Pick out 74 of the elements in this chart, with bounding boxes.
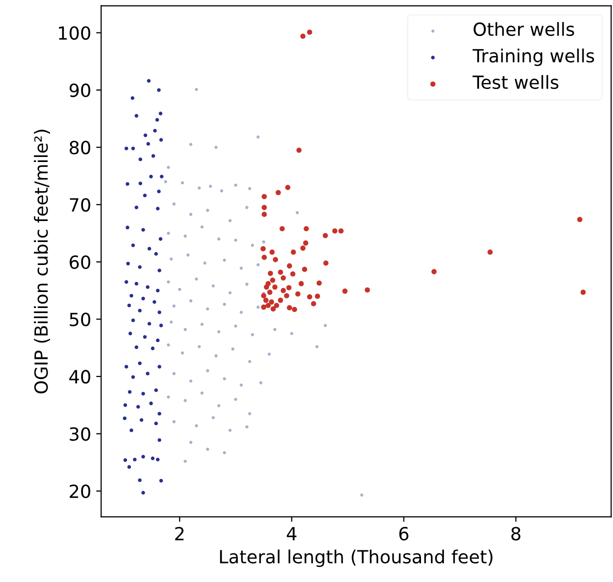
legend-label: Other wells [474, 22, 574, 36]
point [342, 288, 348, 294]
point [263, 298, 269, 303]
point [332, 228, 338, 234]
point [280, 288, 286, 294]
point [270, 278, 276, 283]
point [488, 250, 493, 255]
point [316, 280, 322, 286]
point [278, 298, 284, 303]
point [300, 246, 306, 251]
point [286, 285, 292, 290]
point [262, 212, 267, 217]
point [580, 290, 586, 295]
point [268, 270, 273, 276]
y-tick-label: 80 [70, 140, 90, 154]
point [276, 190, 281, 196]
point [322, 232, 328, 238]
x-tick-label: 6 [399, 526, 408, 541]
y-tick-label: 70 [70, 198, 90, 212]
point [314, 294, 320, 299]
point [323, 260, 328, 266]
point [290, 250, 296, 255]
point [269, 250, 275, 255]
point [262, 204, 267, 210]
point [307, 294, 312, 300]
point [577, 216, 582, 222]
point [304, 226, 309, 232]
x-tick-label: 4 [286, 527, 296, 540]
y-tick-label: 90 [70, 83, 90, 98]
point [266, 302, 271, 308]
point [260, 246, 266, 252]
point [274, 302, 280, 308]
point [270, 306, 276, 312]
y-tick-label: 30 [70, 427, 90, 441]
point [307, 30, 312, 35]
point [302, 266, 308, 272]
x-tick-label: 2 [175, 526, 184, 540]
point [296, 148, 302, 153]
y-tick-label: 100 [58, 26, 90, 40]
point [364, 287, 370, 293]
point [431, 269, 437, 274]
y-tick-label: 40 [69, 370, 90, 384]
point [292, 306, 298, 312]
y-tick-label: 60 [70, 255, 90, 270]
point [261, 304, 266, 310]
legend-label: Test wells [472, 75, 558, 90]
point [261, 293, 266, 298]
point [285, 184, 290, 190]
point [262, 194, 267, 200]
point [268, 299, 274, 305]
point [338, 228, 344, 234]
point [286, 263, 292, 268]
point [278, 270, 284, 275]
x-tick-label: 8 [511, 526, 520, 541]
x-axis-title: Lateral length (Thousand feet) [220, 550, 492, 568]
point [284, 293, 290, 298]
point [290, 271, 296, 277]
point [280, 226, 285, 232]
point [286, 305, 292, 310]
point [272, 257, 278, 262]
point [280, 275, 286, 281]
point [264, 284, 270, 290]
y-axis-title: OGIP (Billion cubic feet/mile²) [34, 130, 50, 394]
point [262, 254, 267, 260]
legend-label: Training wells [472, 48, 594, 66]
point [303, 240, 308, 246]
point [272, 284, 278, 290]
point [267, 290, 272, 295]
y-tick-label: 20 [70, 484, 90, 498]
point [295, 291, 300, 297]
point [300, 34, 306, 39]
point [310, 301, 316, 306]
point [298, 281, 304, 286]
y-tick-label: 50 [70, 312, 90, 326]
